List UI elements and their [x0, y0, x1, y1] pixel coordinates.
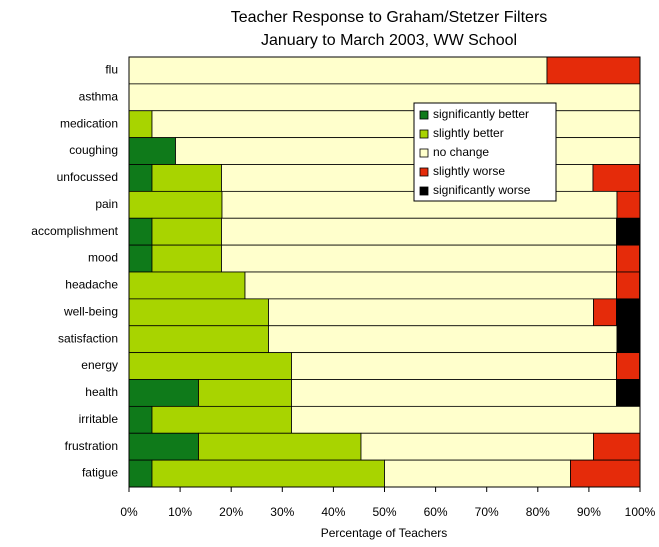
bar-segment — [128, 110, 153, 139]
x-tick-label: 70% — [475, 505, 499, 519]
bar-segment — [616, 271, 640, 300]
x-tick-label: 100% — [625, 505, 656, 519]
x-tick-label: 0% — [120, 505, 138, 519]
x-tick-label: 50% — [372, 505, 396, 519]
y-tick-label: unfocussed — [57, 170, 118, 184]
y-tick-label: pain — [95, 197, 118, 211]
x-tick-label: 10% — [168, 505, 192, 519]
bar-segment — [593, 432, 641, 461]
bar-segment — [593, 298, 617, 327]
y-tick-label: accomplishment — [31, 224, 118, 238]
legend-swatch — [419, 186, 429, 196]
bar-segment — [592, 164, 640, 192]
y-tick-label: well-being — [63, 304, 118, 318]
bar-segment — [291, 405, 641, 434]
bar-segment — [570, 459, 641, 488]
bar-segment — [221, 217, 617, 246]
x-tick-label: 80% — [526, 505, 550, 519]
y-tick-label: satisfaction — [58, 331, 118, 345]
bar-segment — [268, 325, 618, 354]
y-tick-label: energy — [81, 358, 118, 372]
y-tick-label: fatigue — [82, 466, 118, 480]
chart-subtitle: January to March 2003, WW School — [261, 32, 517, 49]
bar-segment — [360, 432, 594, 461]
legend-box — [413, 102, 557, 202]
legend-swatch — [419, 129, 429, 139]
bar-segment — [128, 137, 176, 165]
bar-segment — [616, 325, 641, 354]
legend-label: significantly worse — [433, 183, 531, 197]
bar-segment — [151, 110, 641, 139]
bar-segment — [151, 244, 222, 273]
y-tick-label: flu — [105, 63, 118, 77]
x-tick-label: 90% — [577, 505, 601, 519]
bar-segment — [128, 217, 153, 246]
bar-segment — [616, 379, 640, 407]
y-tick-label: medication — [60, 116, 118, 130]
bar-segment — [291, 379, 617, 407]
x-axis-label: Percentage of Teachers — [321, 526, 448, 540]
bar-segment — [244, 271, 617, 300]
legend-swatch — [419, 167, 429, 177]
y-tick-label: asthma — [79, 89, 119, 103]
y-tick-label: coughing — [69, 143, 118, 157]
bar-segment — [221, 244, 617, 273]
x-tick-label: 20% — [219, 505, 243, 519]
y-tick-label: headache — [65, 278, 118, 292]
bar-segment — [384, 459, 571, 488]
bar-segment — [151, 405, 292, 434]
legend-label: slightly better — [433, 126, 504, 140]
bar-segment — [128, 459, 153, 488]
bar-segment — [616, 190, 641, 219]
bar-segment — [128, 432, 199, 461]
bar-segment — [198, 432, 362, 461]
bar-segment — [128, 325, 269, 354]
bar-segment — [128, 298, 269, 327]
bar-segment — [151, 459, 385, 488]
bar-segment — [151, 164, 222, 192]
bar-segment — [546, 56, 641, 85]
legend-label: significantly better — [433, 107, 529, 121]
bar-segment — [616, 298, 640, 327]
bar-segment — [128, 352, 292, 380]
bar-segment — [128, 271, 246, 300]
bar-segment — [128, 56, 548, 85]
bar-segment — [268, 298, 594, 327]
y-tick-label: health — [85, 385, 118, 399]
bar-segment — [128, 405, 153, 434]
legend-label: no change — [433, 145, 489, 159]
y-tick-label: mood — [88, 251, 118, 265]
x-tick-label: 30% — [270, 505, 294, 519]
y-tick-label: frustration — [65, 439, 118, 453]
chart-title: Teacher Response to Graham/Stetzer Filte… — [231, 9, 548, 26]
bar-segment — [128, 379, 199, 407]
bar-segment — [616, 244, 640, 273]
bar-segment — [151, 217, 222, 246]
bar-segment — [128, 244, 153, 273]
x-tick-label: 40% — [321, 505, 345, 519]
bar-segment — [291, 352, 617, 380]
bar-segment — [198, 379, 292, 407]
bar-segment — [128, 83, 641, 112]
legend-label: slightly worse — [433, 164, 505, 178]
y-tick-label: irritable — [79, 412, 119, 426]
legend-swatch — [419, 110, 429, 120]
bar-segment — [616, 352, 640, 380]
legend-swatch — [419, 148, 429, 158]
bar-segment — [616, 217, 640, 246]
bar-segment — [128, 190, 223, 219]
bar-segment — [128, 164, 153, 192]
x-tick-label: 60% — [424, 505, 448, 519]
bar-segment — [175, 137, 641, 165]
